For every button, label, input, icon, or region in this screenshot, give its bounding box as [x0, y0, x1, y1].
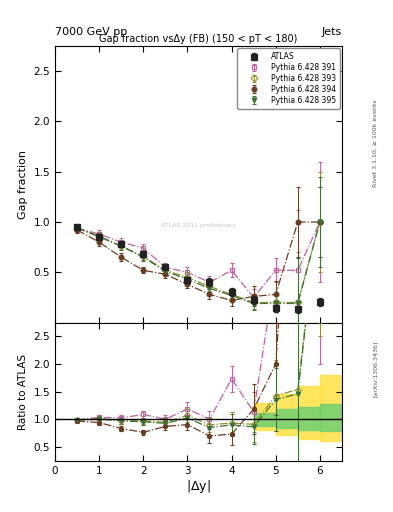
Text: Rivet 3.1.10, ≥ 100k events: Rivet 3.1.10, ≥ 100k events [373, 99, 378, 187]
Y-axis label: Ratio to ATLAS: Ratio to ATLAS [18, 354, 28, 430]
Legend: ATLAS, Pythia 6.428 391, Pythia 6.428 393, Pythia 6.428 394, Pythia 6.428 395: ATLAS, Pythia 6.428 391, Pythia 6.428 39… [237, 48, 340, 109]
Text: ATLAS 2011 preliminary: ATLAS 2011 preliminary [161, 223, 236, 228]
Y-axis label: Gap fraction: Gap fraction [18, 150, 28, 219]
Text: [arXiv:1306.3436]: [arXiv:1306.3436] [373, 340, 378, 397]
Title: Gap fraction vsΔy (FB) (150 < pT < 180): Gap fraction vsΔy (FB) (150 < pT < 180) [99, 34, 298, 44]
Text: 7000 GeV pp: 7000 GeV pp [55, 27, 127, 37]
Text: Jets: Jets [321, 27, 342, 37]
X-axis label: |$\Delta$y|: |$\Delta$y| [186, 478, 211, 496]
